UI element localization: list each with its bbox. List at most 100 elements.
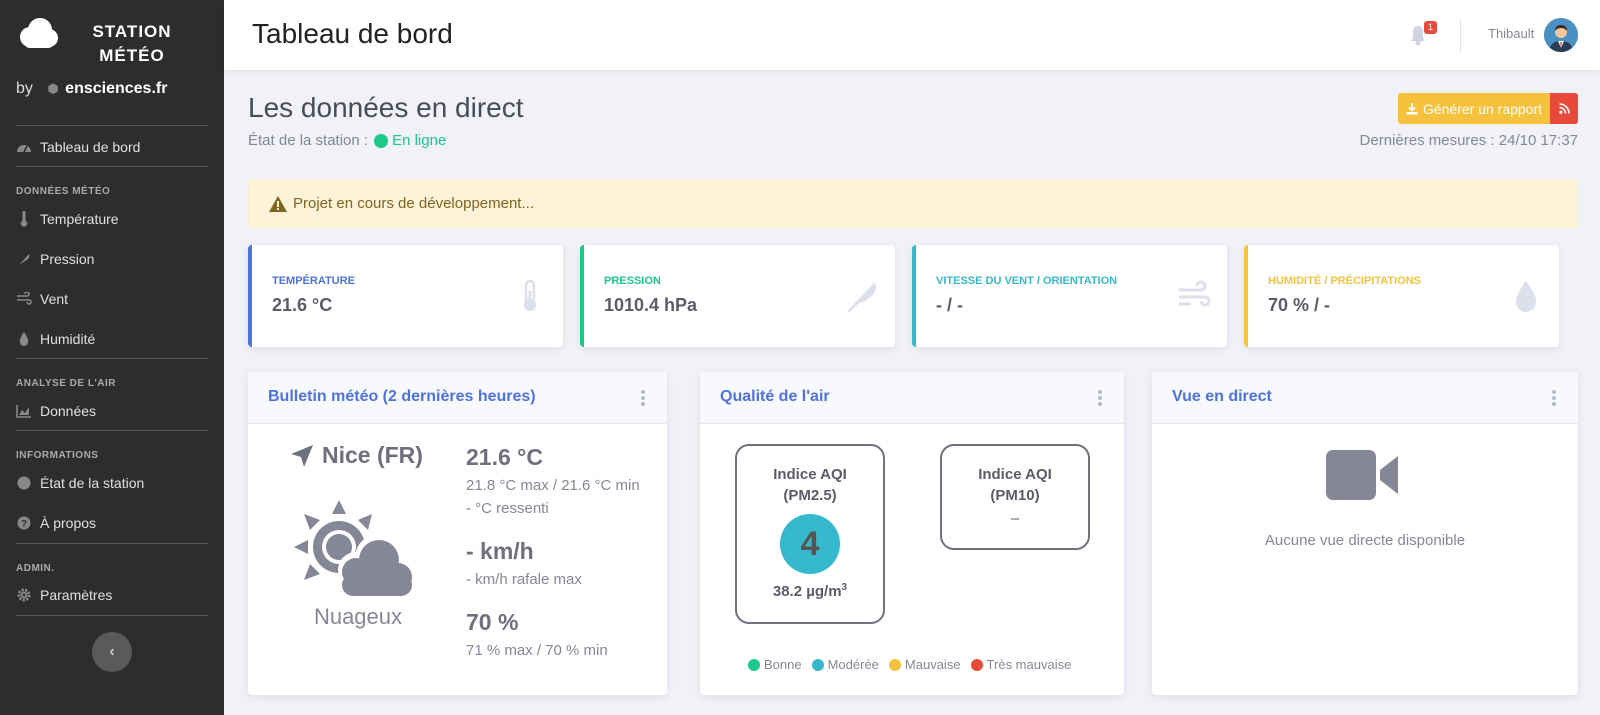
- sidebar-item-label: État de la station: [40, 475, 145, 491]
- circle-icon: [16, 475, 32, 491]
- brand[interactable]: STATION MÉTÉO by ⬢ ensciences.fr: [0, 0, 224, 125]
- more-options-icon[interactable]: [1098, 390, 1102, 406]
- sidebar-divider: [16, 358, 208, 359]
- generate-report-label: Générer un rapport: [1422, 100, 1543, 117]
- generate-report-button[interactable]: Générer un rapport: [1398, 93, 1550, 124]
- aqi-legend: Bonne Modérée Mauvaise Très mauvaise: [748, 657, 1071, 672]
- legend-label: Très mauvaise: [986, 657, 1072, 672]
- chart-area-icon: [16, 403, 32, 419]
- tachometer-icon: [16, 139, 32, 155]
- sidebar-item-data[interactable]: Données: [16, 403, 96, 419]
- avatar[interactable]: [1544, 18, 1578, 52]
- sidebar-item-settings[interactable]: Paramètres: [16, 587, 112, 603]
- aqi-pm25-value: 38.2 µg/m3: [737, 582, 883, 600]
- stat-card-wind: VITESSE DU VENT / ORIENTATION - / -: [912, 245, 1227, 347]
- notification-badge: 1: [1424, 21, 1437, 34]
- stat-card-humidity: HUMIDITÉ / PRÉCIPITATIONS 70 % / -: [1244, 245, 1559, 347]
- aqi-value-text: 38.2 µg/m: [772, 583, 842, 600]
- legend-item: Bonne: [748, 657, 802, 672]
- bulletin-wind: - km/h: [466, 538, 534, 564]
- brand-title-line2: MÉTÉO: [99, 46, 165, 65]
- topbar-divider: [1460, 18, 1461, 54]
- hexagon-icon: ⬢: [47, 81, 59, 96]
- legend-label: Bonne: [764, 657, 802, 672]
- aqi-sublabel: (PM2.5): [783, 487, 837, 504]
- question-circle-icon: ?: [16, 515, 32, 531]
- stat-card-pressure: PRESSION 1010.4 hPa: [580, 245, 895, 347]
- brand-by-label: by: [16, 80, 33, 97]
- sidebar-item-label: Vent: [40, 291, 69, 307]
- sidebar-item-pressure[interactable]: Pression: [16, 251, 94, 267]
- sidebar: STATION MÉTÉO by ⬢ ensciences.fr Tableau…: [0, 0, 224, 715]
- page-title: Tableau de bord: [252, 18, 453, 49]
- bulletin-temp-feel: - °C ressenti: [466, 500, 549, 517]
- sidebar-item-station-state[interactable]: État de la station: [16, 475, 144, 491]
- legend-item: Mauvaise: [888, 657, 961, 672]
- cloud-sun-icon: [294, 500, 416, 598]
- sidebar-item-about[interactable]: ? À propos: [16, 515, 96, 531]
- online-dot-icon: [374, 133, 389, 148]
- legend-label: Mauvaise: [904, 657, 961, 672]
- thermometer-icon: [524, 279, 536, 311]
- bell-icon[interactable]: [1408, 24, 1428, 46]
- stat-card-temperature: TEMPÉRATURE 21.6 °C: [248, 245, 563, 347]
- sidebar-toggle-button[interactable]: ‹: [92, 632, 132, 672]
- sidebar-heading-admin: ADMIN.: [16, 563, 55, 574]
- wind-icon: [1179, 280, 1211, 307]
- stat-value: 1010.4 hPa: [604, 295, 698, 315]
- sidebar-item-label: Humidité: [40, 331, 96, 347]
- sidebar-item-label: Pression: [40, 251, 95, 267]
- station-state-label: État de la station :: [248, 132, 369, 149]
- sidebar-item-humidity[interactable]: Humidité: [16, 331, 95, 347]
- sidebar-divider: [16, 125, 208, 126]
- cloud-logo-icon: [20, 18, 58, 48]
- aqi-sublabel: (PM10): [990, 487, 1040, 504]
- legend-item: Modérée: [811, 657, 879, 672]
- droplet-icon: [16, 331, 32, 347]
- sidebar-heading-info: INFORMATIONS: [16, 450, 99, 461]
- sidebar-item-dashboard[interactable]: Tableau de bord: [16, 139, 140, 155]
- alert-text: Projet en cours de développement...: [293, 195, 534, 212]
- aqi-unit-exponent: 3: [841, 582, 848, 593]
- stat-label: PRESSION: [604, 275, 661, 287]
- stat-label: VITESSE DU VENT / ORIENTATION: [936, 275, 1118, 287]
- brand-site: ensciences.fr: [65, 80, 168, 97]
- card-header: Vue en direct: [1152, 372, 1578, 424]
- gear-icon: [16, 587, 32, 603]
- sidebar-divider: [16, 430, 208, 431]
- card-header: Bulletin météo (2 dernières heures): [248, 372, 667, 424]
- svg-text:?: ?: [21, 519, 27, 530]
- legend-dot-icon: [970, 658, 983, 671]
- feather-icon: [16, 251, 32, 267]
- sidebar-item-label: Tableau de bord: [40, 139, 141, 155]
- sidebar-item-temperature[interactable]: Température: [16, 211, 119, 227]
- rss-button[interactable]: [1550, 93, 1578, 124]
- main-content: Les données en direct État de la station…: [224, 70, 1600, 715]
- user-name[interactable]: Thibault: [1488, 26, 1535, 41]
- legend-label: Modérée: [827, 657, 879, 672]
- live-view-card: Vue en direct Aucune vue directe disponi…: [1152, 372, 1578, 695]
- bulletin-humidity: 70 %: [466, 609, 519, 635]
- stat-value: 21.6 °C: [272, 295, 333, 315]
- legend-dot-icon: [748, 658, 760, 671]
- card-title: Vue en direct: [1172, 388, 1272, 405]
- city-name: Nice (FR): [290, 442, 423, 469]
- video-camera-icon: [1326, 450, 1398, 500]
- location-arrow-icon: [291, 444, 313, 467]
- dev-alert: Projet en cours de développement...: [248, 179, 1578, 228]
- card-title: Qualité de l'air: [720, 388, 830, 405]
- more-options-icon[interactable]: [1552, 390, 1556, 406]
- feather-icon: [847, 282, 876, 313]
- bulletin-temp-minmax: 21.8 °C max / 21.6 °C min: [466, 477, 640, 494]
- sidebar-item-wind[interactable]: Vent: [16, 291, 68, 307]
- warning-icon: [269, 195, 287, 212]
- brand-title: STATION MÉTÉO: [72, 20, 192, 68]
- sidebar-heading-weather: DONNÉES MÉTÉO: [16, 186, 111, 197]
- more-options-icon[interactable]: [641, 390, 645, 406]
- bulletin-humidity-minmax: 71 % max / 70 % min: [466, 642, 608, 659]
- card-header: Qualité de l'air: [700, 372, 1124, 424]
- stat-value: 70 % / -: [1268, 295, 1331, 315]
- download-icon: [1406, 102, 1418, 114]
- aqi-pm10-value: –: [1010, 510, 1020, 527]
- wind-icon: [16, 291, 32, 307]
